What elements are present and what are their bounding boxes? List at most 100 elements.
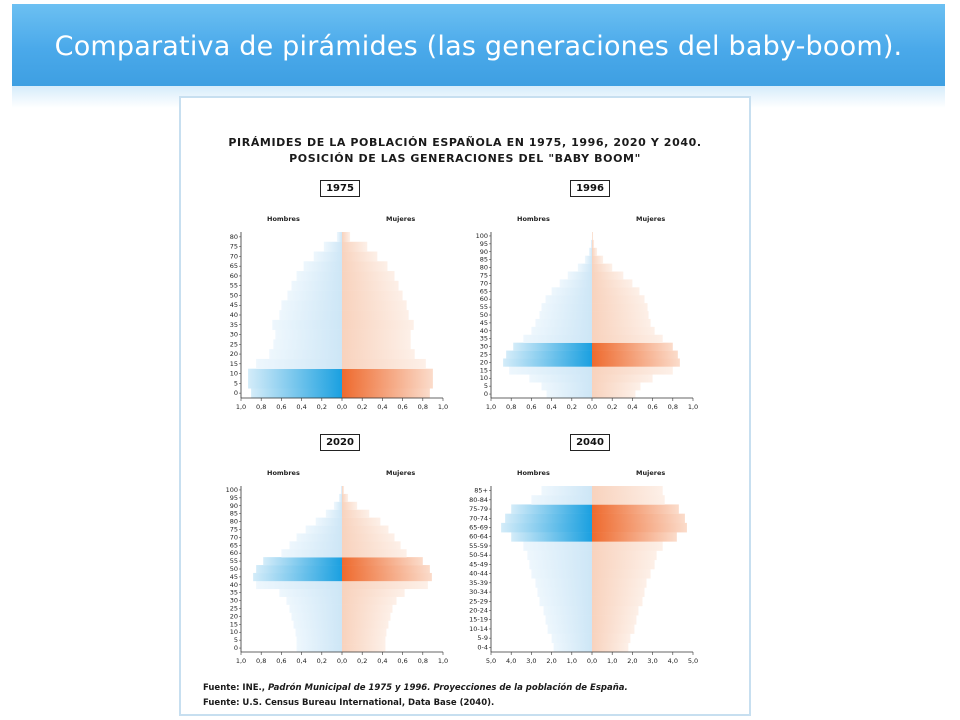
men-bar xyxy=(577,263,592,272)
age-tick-label: 75 xyxy=(230,243,238,251)
age-tick-label: 65 xyxy=(230,541,238,549)
age-tick-label: 65 xyxy=(480,287,488,295)
age-tick-label: 35 xyxy=(230,321,238,329)
x-tick-label: 0,4 xyxy=(627,403,637,411)
women-bar xyxy=(342,493,349,503)
age-tick-label: 50 xyxy=(480,311,488,319)
women-bar xyxy=(592,255,604,264)
source-line-1-italic: Padrón Municipal de 1975 y 1996. Proyecc… xyxy=(267,683,628,693)
men-bar xyxy=(505,513,592,524)
women-bar xyxy=(592,550,657,561)
x-tick-label: 0,2 xyxy=(317,403,327,411)
age-tick-label: 30 xyxy=(480,343,488,351)
men-bar xyxy=(279,310,342,321)
men-bar xyxy=(296,271,342,282)
age-tick-label: 35-39 xyxy=(469,579,488,587)
men-bar xyxy=(551,287,592,296)
x-tick-label: 0,6 xyxy=(397,657,407,665)
age-tick-label: 30-34 xyxy=(469,588,488,596)
men-bar xyxy=(545,295,592,304)
age-tick-label: 25 xyxy=(230,340,238,348)
women-bar xyxy=(592,334,663,343)
women-bar xyxy=(342,271,395,282)
women-label-3: Mujeres xyxy=(636,469,666,477)
men-bar xyxy=(567,271,592,280)
age-tick-label: 20 xyxy=(480,358,488,366)
age-tick-label: 0-4 xyxy=(477,643,488,651)
age-tick-label: 90 xyxy=(480,248,488,256)
x-tick-label: 0,2 xyxy=(317,657,327,665)
women-bar xyxy=(592,559,655,570)
age-tick-label: 15 xyxy=(230,360,238,368)
women-bar xyxy=(342,329,411,340)
women-bar xyxy=(592,624,635,634)
x-tick-label: 2,0 xyxy=(546,657,556,665)
men-bar xyxy=(527,550,592,561)
age-tick-label: 20 xyxy=(230,612,238,620)
men-bar xyxy=(248,368,342,379)
age-tick-label: 25-29 xyxy=(469,597,488,605)
age-tick-label: 10-14 xyxy=(469,625,488,633)
age-tick-label: 30 xyxy=(230,597,238,605)
women-bar xyxy=(342,541,401,550)
age-tick-label: 80 xyxy=(480,264,488,272)
women-bar xyxy=(592,239,595,249)
x-tick-label: 1,0 xyxy=(438,403,448,411)
slide-title: Comparativa de pirámides (las generacion… xyxy=(54,31,903,62)
age-tick-label: 95 xyxy=(480,240,488,248)
men-bar xyxy=(287,290,342,301)
age-tick-label: 5-9 xyxy=(477,634,488,642)
women-bar xyxy=(342,636,386,645)
source-line-2: Fuente: U.S. Census Bureau International… xyxy=(203,698,495,708)
age-tick-label: 90 xyxy=(230,502,238,510)
age-tick-label: 70 xyxy=(230,533,238,541)
age-tick-label: 65 xyxy=(230,262,238,270)
men-bar xyxy=(551,633,592,644)
women-bar xyxy=(342,596,397,605)
age-tick-label: 40-44 xyxy=(469,570,488,578)
men-bar xyxy=(251,388,342,399)
age-tick-label: 75 xyxy=(230,525,238,533)
x-tick-label: 0,4 xyxy=(377,403,387,411)
x-tick-label: 1,0 xyxy=(236,403,246,411)
age-tick-label: 55 xyxy=(480,303,488,311)
x-tick-label: 0,8 xyxy=(668,403,678,411)
men-bar xyxy=(296,533,342,542)
men-bar xyxy=(537,587,592,597)
age-tick-label: 60 xyxy=(230,272,238,280)
age-tick-label: 10 xyxy=(230,370,238,378)
men-bar xyxy=(281,549,342,558)
x-tick-label: 5,0 xyxy=(486,657,496,665)
men-bar xyxy=(588,247,592,257)
women-bar xyxy=(342,644,386,653)
women-bar xyxy=(342,509,370,518)
x-tick-label: 0,8 xyxy=(256,657,266,665)
men-label-3: Hombres xyxy=(517,469,550,477)
x-tick-label: 1,0 xyxy=(607,657,617,665)
men-bar xyxy=(291,612,342,621)
x-tick-label: 3,0 xyxy=(526,657,536,665)
age-tick-label: 45-49 xyxy=(469,560,488,568)
women-bar xyxy=(342,300,407,311)
age-tick-label: 100 xyxy=(226,486,238,494)
x-tick-label: 0,2 xyxy=(357,403,367,411)
men-bar xyxy=(336,232,342,243)
age-tick-label: 0 xyxy=(234,644,238,652)
men-bar xyxy=(529,559,592,570)
men-bar xyxy=(590,239,592,249)
women-bar xyxy=(592,366,673,375)
women-bar xyxy=(342,310,409,321)
men-bar xyxy=(546,390,592,399)
age-tick-label: 60 xyxy=(230,549,238,557)
women-bar xyxy=(342,588,405,597)
women-bar xyxy=(592,342,673,351)
age-tick-label: 50 xyxy=(230,565,238,573)
year-label-1: 1996 xyxy=(570,180,610,197)
women-bar xyxy=(592,271,624,280)
men-bar xyxy=(293,620,342,629)
age-tick-label: 0 xyxy=(234,389,238,397)
year-label-0: 1975 xyxy=(320,180,360,197)
women-bar xyxy=(592,263,613,272)
women-bar xyxy=(592,532,677,542)
women-bar xyxy=(592,326,655,336)
